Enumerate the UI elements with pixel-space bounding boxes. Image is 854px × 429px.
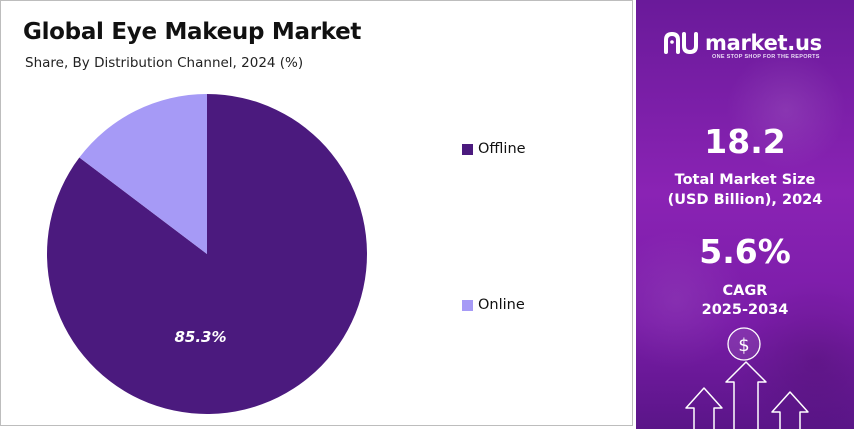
- chart-panel: Global Eye Makeup Market Share, By Distr…: [0, 0, 633, 426]
- legend-item-online: Online: [462, 297, 525, 313]
- background-texture: [636, 0, 854, 429]
- cagr-value: 5.6%: [699, 232, 791, 271]
- legend-swatch-online: [462, 299, 473, 311]
- cagr-label-line2: 2025-2034: [701, 302, 789, 318]
- dollar-growth-arrows-icon: $: [685, 327, 809, 429]
- legend-swatch-offline: [462, 143, 473, 155]
- legend-item-offline: Offline: [462, 141, 526, 157]
- chart-title: Global Eye Makeup Market: [23, 19, 362, 45]
- market-size-value: 18.2: [704, 122, 786, 161]
- legend-label-online: Online: [478, 297, 525, 313]
- brand-tagline: ONE STOP SHOP FOR THE REPORTS: [712, 54, 820, 60]
- cagr-label-line1: CAGR: [722, 283, 768, 299]
- pie-chart: 85.3%: [47, 94, 367, 414]
- data-label-offline: 85.3%: [174, 328, 226, 346]
- chart-subtitle: Share, By Distribution Channel, 2024 (%): [25, 55, 304, 71]
- summary-panel: market.us ONE STOP SHOP FOR THE REPORTS …: [636, 0, 854, 429]
- svg-text:$: $: [738, 335, 749, 356]
- legend-label-offline: Offline: [478, 141, 526, 157]
- market-size-label-line1: Total Market Size: [674, 172, 816, 188]
- pie-slice-online: [79, 94, 207, 254]
- market-us-logo-icon: [664, 31, 698, 55]
- brand-name: market.us: [705, 31, 822, 55]
- brand-logo: market.us: [662, 28, 822, 58]
- market-size-label-line2: (USD Billion), 2024: [667, 192, 823, 208]
